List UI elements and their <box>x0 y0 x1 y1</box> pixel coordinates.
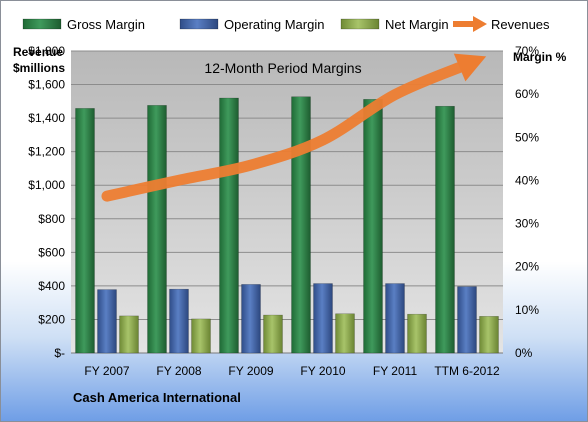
net-margin-bar <box>191 318 211 354</box>
x-tick-label: FY 2011 <box>373 364 418 378</box>
revenues-arrowhead <box>453 53 487 82</box>
operating-margin-bar <box>169 288 189 354</box>
chart-title: 12-Month Period Margins <box>204 60 361 76</box>
net-margin-bar <box>119 315 139 354</box>
right-tick-label: 70% <box>515 44 539 58</box>
left-tick-label: $1,000 <box>28 178 65 192</box>
legend-label: Operating Margin <box>224 17 324 32</box>
operating-margin-bar <box>385 283 405 354</box>
left-tick-label: $200 <box>38 312 65 326</box>
right-tick-label: 20% <box>515 260 539 274</box>
net-margin-bar <box>479 316 499 354</box>
left-tick-label: $- <box>54 346 65 360</box>
right-tick-label: 0% <box>515 346 533 360</box>
left-tick-label: $1,400 <box>28 111 65 125</box>
left-tick-label: $1,600 <box>28 78 65 92</box>
operating-margin-bar <box>241 284 261 354</box>
x-tick-label: TTM 6-2012 <box>434 364 500 378</box>
operating-margin-bar <box>97 289 117 354</box>
right-tick-label: 40% <box>515 173 539 187</box>
gross-margin-bar <box>363 99 383 354</box>
right-tick-label: 60% <box>515 87 539 101</box>
legend-swatch <box>179 18 219 30</box>
legend-swatch <box>22 18 62 30</box>
gross-margin-bar <box>291 96 311 354</box>
gross-margin-bar <box>75 108 95 354</box>
legend-arrow-head <box>473 16 487 32</box>
gross-margin-bar <box>435 105 455 354</box>
right-axis-label: Margin % <box>513 50 567 64</box>
left-axis-label-line2: $millions <box>13 61 65 75</box>
operating-margin-bar <box>313 283 333 354</box>
operating-margin-bar <box>457 286 477 354</box>
left-tick-label: $1,800 <box>28 44 65 58</box>
x-tick-label: FY 2007 <box>84 364 129 378</box>
x-tick-label: FY 2009 <box>228 364 273 378</box>
left-tick-label: $1,200 <box>28 145 65 159</box>
gross-margin-bar <box>219 97 239 354</box>
net-margin-bar <box>407 313 427 354</box>
company-name: Cash America International <box>73 390 241 405</box>
left-tick-label: $800 <box>38 212 65 226</box>
x-tick-label: FY 2010 <box>300 364 345 378</box>
right-tick-label: 10% <box>515 303 539 317</box>
left-tick-label: $400 <box>38 279 65 293</box>
legend-label: Net Margin <box>385 17 449 32</box>
left-tick-label: $600 <box>38 245 65 259</box>
right-tick-label: 50% <box>515 130 539 144</box>
revenues-arrow <box>101 58 473 202</box>
left-axis-label-line1: Revenue <box>13 45 63 59</box>
net-margin-bar <box>263 314 283 354</box>
plot-area <box>71 51 503 353</box>
gross-margin-bar <box>147 105 167 354</box>
right-tick-label: 30% <box>515 217 539 231</box>
legend: Gross Margin Operating Margin Net Margin Re… <box>22 16 550 32</box>
legend-label: Revenues <box>491 17 550 32</box>
net-margin-bar <box>335 313 355 354</box>
legend-swatch <box>340 18 380 30</box>
legend-label: Gross Margin <box>67 17 145 32</box>
x-tick-label: FY 2008 <box>156 364 201 378</box>
